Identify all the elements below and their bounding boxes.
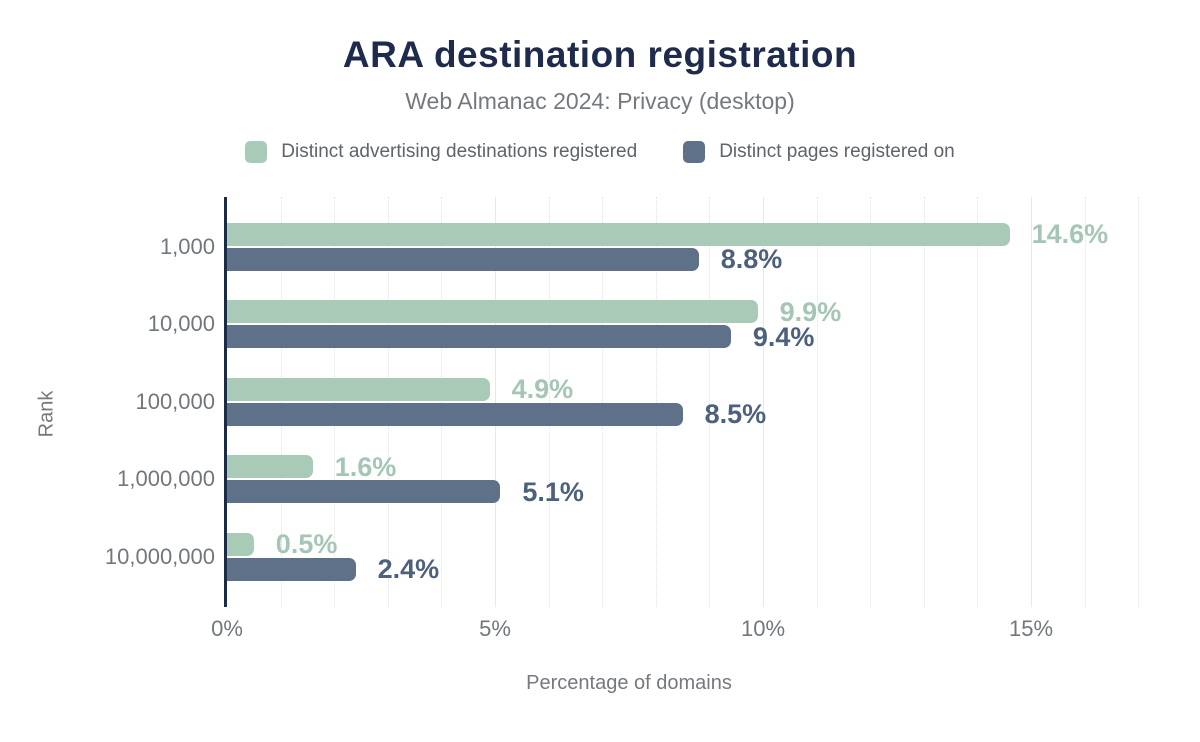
gridline [602, 197, 604, 607]
legend-label: Distinct advertising destinations regist… [281, 141, 638, 162]
value-label: 9.9% [779, 296, 842, 327]
bar [227, 532, 254, 556]
value-label: 0.5% [275, 529, 338, 559]
category-label: 10,000,000 [104, 543, 215, 569]
x-axis-title: Percentage of domains [526, 672, 732, 694]
category-label: 1,000 [159, 233, 215, 259]
gridline [548, 197, 550, 607]
gridline [655, 197, 657, 607]
x-tick-label: 10% [740, 616, 786, 641]
gridline [280, 197, 282, 607]
legend-item[interactable]: Distinct pages registered on [683, 141, 955, 163]
value-label: 2.4% [377, 554, 440, 584]
bar [227, 325, 731, 348]
x-tick-label: 5% [479, 616, 511, 641]
value-label: 8.5% [704, 399, 767, 429]
gridline [1031, 197, 1033, 607]
bar [227, 222, 1010, 246]
category-label: 100,000 [135, 388, 215, 414]
chart-title: ARA destination registration [342, 34, 858, 75]
gridline [1084, 197, 1086, 607]
bar [227, 402, 683, 426]
chart-subtitle: Web Almanac 2024: Privacy (desktop) [405, 88, 795, 114]
legend-swatch-icon [245, 141, 268, 163]
value-label: 5.1% [522, 476, 584, 507]
category-label: 1,000,000 [117, 466, 215, 491]
value-label: 4.9% [511, 374, 574, 404]
gridline [763, 197, 765, 607]
bar [227, 455, 313, 478]
bar [227, 247, 699, 271]
category-label: 10,000 [147, 311, 215, 336]
x-tick-label: 0% [211, 616, 243, 641]
value-label: 14.6% [1031, 219, 1109, 249]
bar [227, 300, 758, 323]
legend-item[interactable]: Distinct advertising destinations regist… [245, 141, 637, 163]
value-label: 8.8% [720, 244, 783, 274]
legend: Distinct advertising destinations regist… [0, 141, 1200, 163]
gridline [334, 197, 336, 607]
gridline [1138, 197, 1140, 607]
gridline [977, 197, 979, 607]
gridline [870, 197, 872, 607]
gridline [709, 197, 711, 607]
gridline [441, 197, 443, 607]
y-axis-line [224, 197, 227, 607]
legend-swatch-icon [683, 141, 706, 163]
legend-label: Distinct pages registered on [719, 141, 955, 162]
value-label: 1.6% [334, 451, 397, 482]
x-tick-label: 15% [1009, 616, 1054, 641]
bar [227, 557, 356, 581]
gridline [495, 197, 496, 607]
gridline [816, 197, 818, 607]
gridline [923, 197, 925, 607]
bar [227, 377, 490, 401]
value-label: 9.4% [752, 321, 815, 352]
plot-area: 14.6% 8.8% 9.9% 9.4% 4.9% 8.5% 1.6% 5.1% 0.5% 2.4… [227, 197, 1157, 607]
gridline [387, 197, 389, 607]
bar [227, 480, 501, 503]
